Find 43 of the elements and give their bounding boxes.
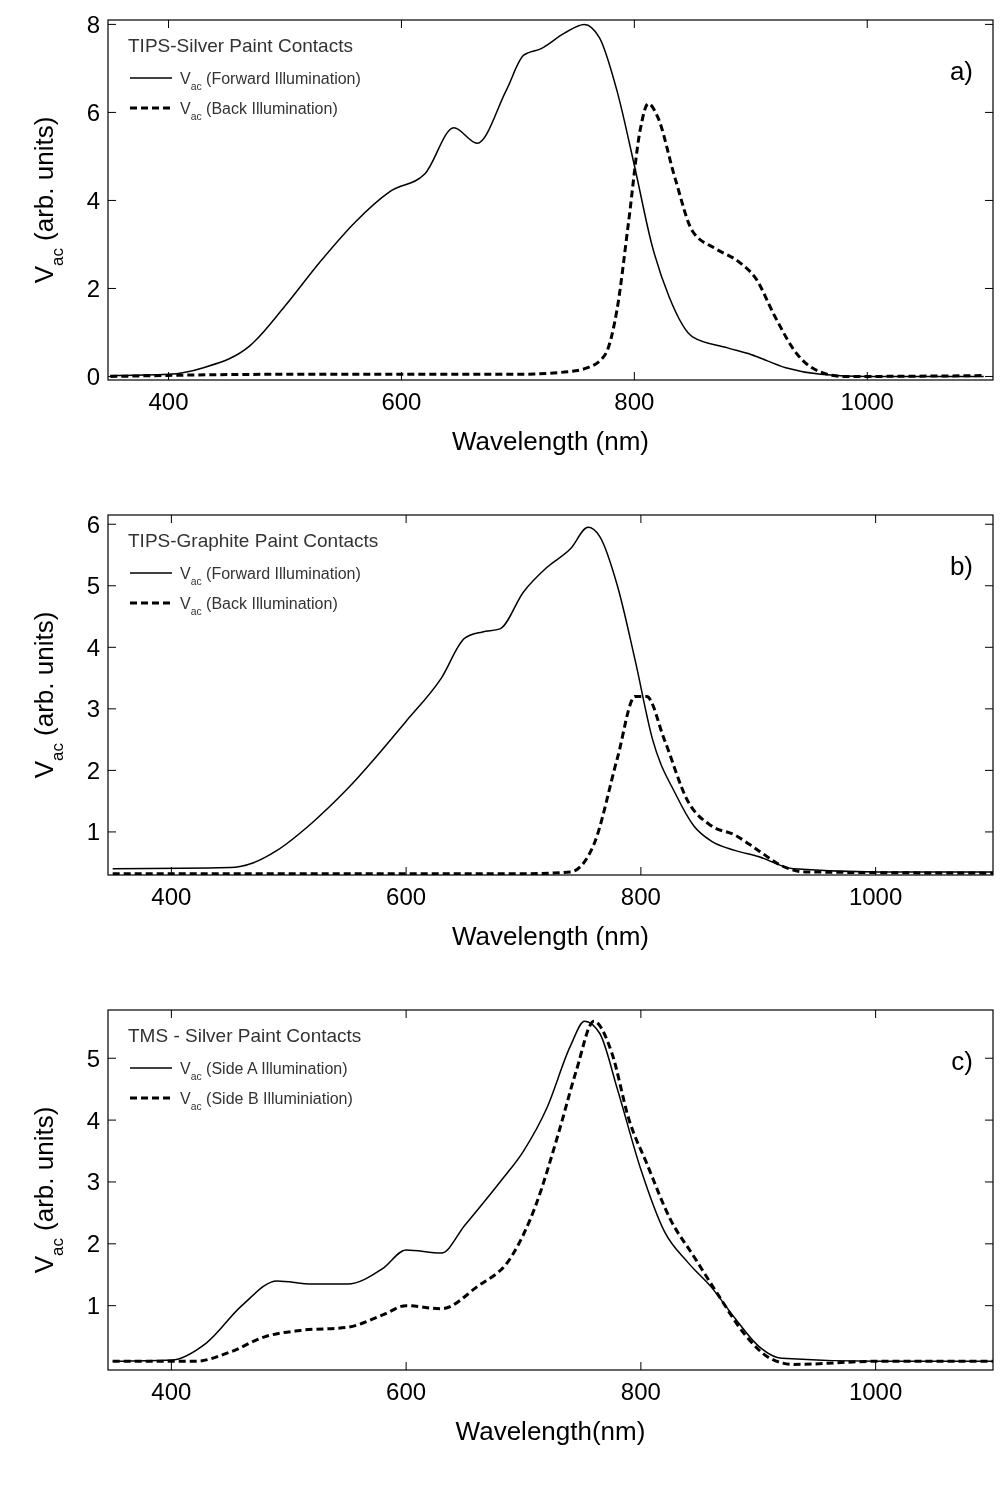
x-axis-title: Wavelength(nm) [455,1416,646,1446]
annotation: a) [949,56,973,86]
y-tick-label: 8 [86,10,100,38]
x-tick-label: 800 [620,883,661,910]
y-tick-label: 0 [86,362,100,390]
x-tick-label: 600 [386,883,427,910]
legend-label: V$_{ac}$ (Back Illumination) [180,595,338,617]
legend-label: V$_{ac}$ (Back Illumination) [180,100,338,122]
x-axis-title: Wavelength (nm) [452,426,649,456]
x-tick-label: 1000 [848,883,903,910]
annotation: b) [949,551,973,581]
x-tick-label: 800 [614,388,655,415]
x-axis-title: Wavelength (nm) [452,921,649,951]
y-tick-label: 5 [86,572,100,600]
annotation: c) [951,1046,973,1076]
legend-title: TIPS-Silver Paint Contacts [128,35,353,56]
legend-label: V$_{ac}$ (Side A Illumination) [180,1060,348,1082]
x-tick-label: 400 [151,1378,192,1405]
y-tick-label: 2 [86,756,100,784]
x-tick-label: 800 [620,1378,661,1405]
legend-label: V$_{ac}$ (Forward Illumination) [180,565,361,587]
y-tick-label: 6 [86,510,100,538]
x-tick-label: 1000 [840,388,894,415]
y-tick-label: 5 [86,1044,100,1072]
x-tick-label: 600 [386,1378,427,1405]
x-tick-label: 400 [148,388,189,415]
legend-label: V$_{ac}$ (Side B Illuminiation) [180,1090,353,1112]
y-tick-label: 2 [86,274,100,302]
legend-label: V$_{ac}$ (Forward Illumination) [180,70,361,92]
y-tick-label: 4 [86,1106,100,1134]
y-tick-label: 3 [86,1168,100,1196]
y-tick-label: 4 [86,186,100,214]
x-tick-label: 400 [151,883,192,910]
y-tick-label: 1 [86,818,100,846]
x-tick-label: 1000 [848,1378,903,1405]
y-tick-label: 6 [86,98,100,126]
y-tick-label: 4 [86,633,100,661]
y-tick-label: 1 [86,1292,100,1320]
y-tick-label: 3 [86,695,100,723]
x-tick-label: 600 [381,388,422,415]
legend-title: TMS - Silver Paint Contacts [128,1025,362,1046]
y-tick-label: 2 [86,1230,100,1258]
legend-title: TIPS-Graphite Paint Contacts [128,530,379,551]
